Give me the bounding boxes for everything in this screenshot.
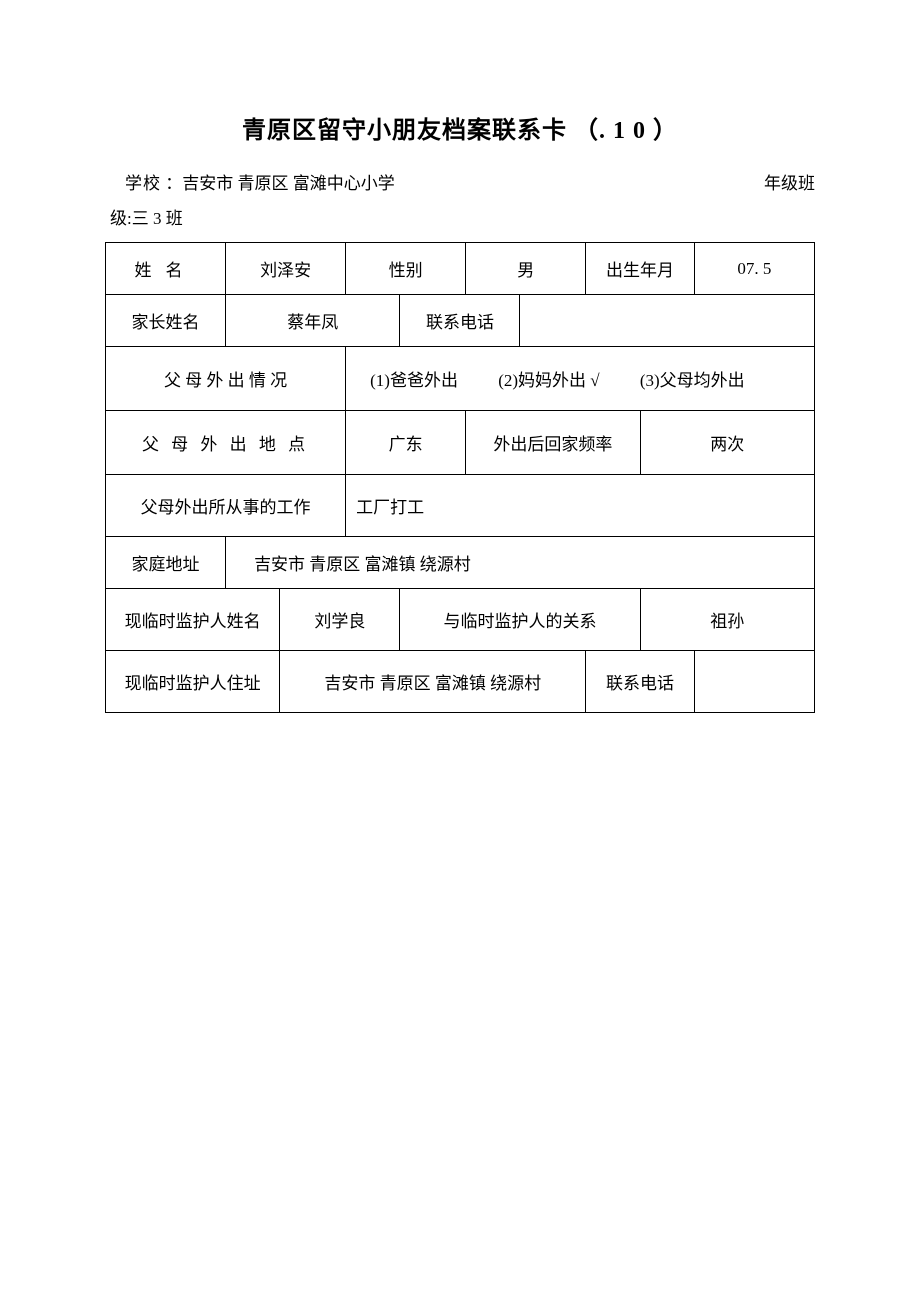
parent-name-label: 家长姓名 [106, 295, 226, 347]
parent-name-value: 蔡年凤 [226, 295, 400, 347]
guardian-addr-value: 吉安市 青原区 富滩镇 绕源村 [280, 651, 586, 713]
page-title: 青原区留守小朋友档案联系卡 （. 1 0 ） [105, 110, 815, 145]
school-value: ：吉安市 青原区 富滩中心小学 [165, 174, 395, 193]
opt-both-out: (3)父母均外出 [640, 366, 745, 391]
out-situation-options: (1)爸爸外出 (2)妈妈外出 √ (3)父母均外出 [346, 347, 815, 411]
table-row: 现临时监护人姓名 刘学良 与临时监护人的关系 祖孙 [106, 589, 815, 651]
school-line: 学校 ：吉安市 青原区 富滩中心小学 年级班 [105, 165, 815, 202]
table-row: 父 母 外 出 情 况 (1)爸爸外出 (2)妈妈外出 √ (3)父母均外出 [106, 347, 815, 411]
sex-label: 性别 [346, 243, 466, 295]
sex-value: 男 [466, 243, 586, 295]
phone-label: 联系电话 [400, 295, 520, 347]
out-place-value: 广东 [346, 411, 466, 475]
guardian-name-value: 刘学良 [280, 589, 400, 651]
return-freq-label: 外出后回家频率 [466, 411, 640, 475]
name-value: 刘泽安 [226, 243, 346, 295]
birth-value: 07. 5 [694, 243, 814, 295]
home-addr-value: 吉安市 青原区 富滩镇 绕源村 [226, 537, 815, 589]
school-label: 学校 [125, 174, 161, 193]
grade-label: 年级班 [764, 165, 815, 202]
guardian-relation-label: 与临时监护人的关系 [400, 589, 640, 651]
opt-mother-out: (2)妈妈外出 √ [498, 366, 599, 391]
guardian-addr-label: 现临时监护人住址 [106, 651, 280, 713]
table-row: 父 母 外 出 地 点 广东 外出后回家频率 两次 [106, 411, 815, 475]
name-label: 姓名 [106, 243, 226, 295]
guardian-phone-label: 联系电话 [586, 651, 695, 713]
guardian-name-label: 现临时监护人姓名 [106, 589, 280, 651]
opt-father-out: (1)爸爸外出 [370, 366, 458, 391]
out-situation-label: 父 母 外 出 情 况 [106, 347, 346, 411]
work-value: 工厂打工 [346, 475, 815, 537]
class-line: 级:三 3 班 [105, 202, 815, 236]
table-row: 家长姓名 蔡年凤 联系电话 [106, 295, 815, 347]
work-label: 父母外出所从事的工作 [106, 475, 346, 537]
guardian-phone-value [694, 651, 814, 713]
birth-label: 出生年月 [586, 243, 695, 295]
out-place-label: 父 母 外 出 地 点 [106, 411, 346, 475]
home-addr-label: 家庭地址 [106, 537, 226, 589]
info-table: 姓名 刘泽安 性别 男 出生年月 07. 5 家长姓名 蔡年凤 联系电话 父 母… [105, 242, 815, 713]
table-row: 父母外出所从事的工作 工厂打工 [106, 475, 815, 537]
phone-value [520, 295, 815, 347]
table-row: 现临时监护人住址 吉安市 青原区 富滩镇 绕源村 联系电话 [106, 651, 815, 713]
table-row: 姓名 刘泽安 性别 男 出生年月 07. 5 [106, 243, 815, 295]
table-row: 家庭地址 吉安市 青原区 富滩镇 绕源村 [106, 537, 815, 589]
guardian-relation-value: 祖孙 [640, 589, 814, 651]
return-freq-value: 两次 [640, 411, 814, 475]
